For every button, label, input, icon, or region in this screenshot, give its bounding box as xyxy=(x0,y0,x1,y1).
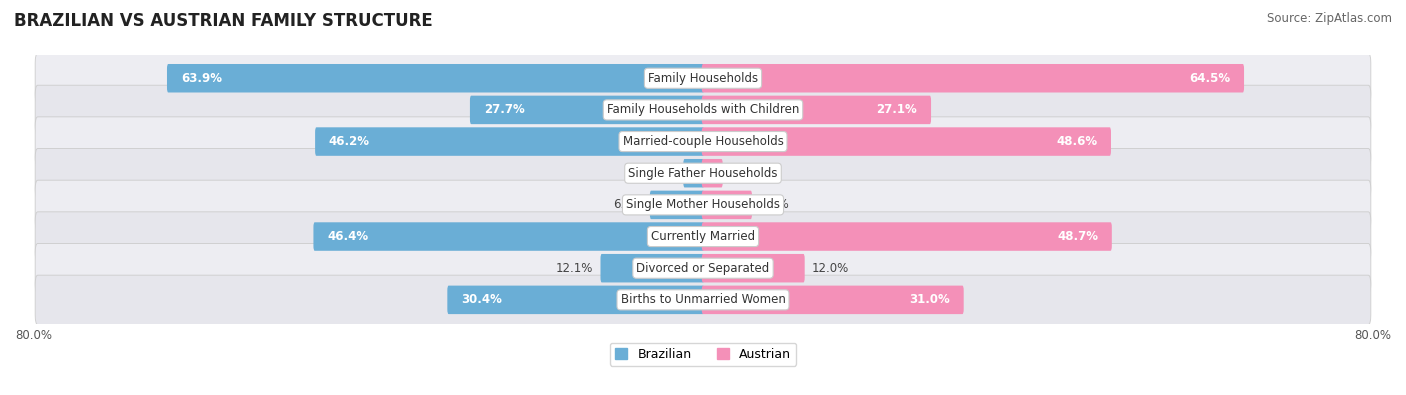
Text: 46.2%: 46.2% xyxy=(329,135,370,148)
Text: 27.1%: 27.1% xyxy=(876,103,917,117)
Text: Family Households with Children: Family Households with Children xyxy=(607,103,799,117)
Text: Family Households: Family Households xyxy=(648,72,758,85)
FancyBboxPatch shape xyxy=(702,127,1111,156)
Text: 2.2%: 2.2% xyxy=(730,167,759,180)
FancyBboxPatch shape xyxy=(35,85,1371,135)
Text: 12.0%: 12.0% xyxy=(811,262,849,275)
FancyBboxPatch shape xyxy=(702,159,723,188)
FancyBboxPatch shape xyxy=(167,64,704,92)
Text: Divorced or Separated: Divorced or Separated xyxy=(637,262,769,275)
Text: 2.2%: 2.2% xyxy=(647,167,676,180)
Text: 31.0%: 31.0% xyxy=(910,293,950,307)
FancyBboxPatch shape xyxy=(702,286,963,314)
Text: 6.2%: 6.2% xyxy=(613,198,643,211)
FancyBboxPatch shape xyxy=(650,191,704,219)
Text: Source: ZipAtlas.com: Source: ZipAtlas.com xyxy=(1267,12,1392,25)
FancyBboxPatch shape xyxy=(600,254,704,282)
FancyBboxPatch shape xyxy=(35,54,1371,103)
Text: 46.4%: 46.4% xyxy=(328,230,368,243)
Text: Births to Unmarried Women: Births to Unmarried Women xyxy=(620,293,786,307)
FancyBboxPatch shape xyxy=(314,222,704,251)
FancyBboxPatch shape xyxy=(702,64,1244,92)
FancyBboxPatch shape xyxy=(470,96,704,124)
Text: 30.4%: 30.4% xyxy=(461,293,502,307)
FancyBboxPatch shape xyxy=(683,159,704,188)
FancyBboxPatch shape xyxy=(702,191,752,219)
FancyBboxPatch shape xyxy=(702,96,931,124)
FancyBboxPatch shape xyxy=(315,127,704,156)
FancyBboxPatch shape xyxy=(35,149,1371,198)
FancyBboxPatch shape xyxy=(35,180,1371,229)
Text: 5.7%: 5.7% xyxy=(759,198,789,211)
Text: 27.7%: 27.7% xyxy=(484,103,524,117)
FancyBboxPatch shape xyxy=(702,254,804,282)
FancyBboxPatch shape xyxy=(702,222,1112,251)
FancyBboxPatch shape xyxy=(35,275,1371,325)
FancyBboxPatch shape xyxy=(35,117,1371,166)
Text: 48.6%: 48.6% xyxy=(1056,135,1097,148)
Legend: Brazilian, Austrian: Brazilian, Austrian xyxy=(610,343,796,366)
Text: Single Father Households: Single Father Households xyxy=(628,167,778,180)
Text: 12.1%: 12.1% xyxy=(555,262,593,275)
FancyBboxPatch shape xyxy=(35,243,1371,293)
Text: Single Mother Households: Single Mother Households xyxy=(626,198,780,211)
FancyBboxPatch shape xyxy=(35,212,1371,261)
Text: BRAZILIAN VS AUSTRIAN FAMILY STRUCTURE: BRAZILIAN VS AUSTRIAN FAMILY STRUCTURE xyxy=(14,12,433,30)
FancyBboxPatch shape xyxy=(447,286,704,314)
Text: 64.5%: 64.5% xyxy=(1189,72,1230,85)
Text: Currently Married: Currently Married xyxy=(651,230,755,243)
Text: Married-couple Households: Married-couple Households xyxy=(623,135,783,148)
Text: 63.9%: 63.9% xyxy=(181,72,222,85)
Text: 48.7%: 48.7% xyxy=(1057,230,1098,243)
